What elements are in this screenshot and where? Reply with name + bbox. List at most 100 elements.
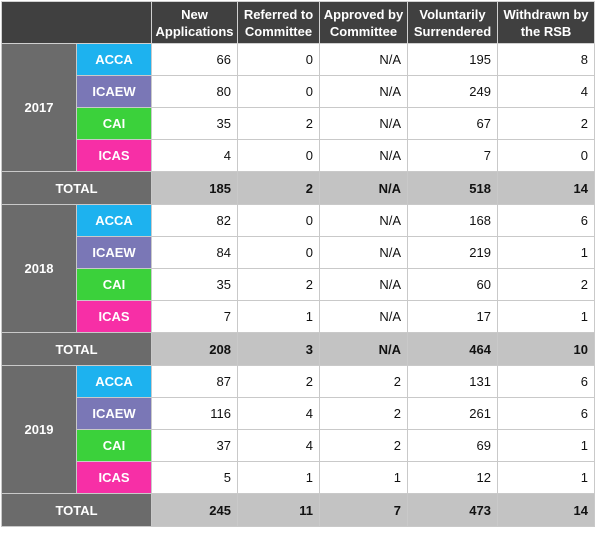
value-cell: 84 bbox=[151, 236, 238, 269]
value-cell: N/A bbox=[319, 268, 408, 301]
total-value-cell: 3 bbox=[237, 332, 320, 366]
value-cell: 4 bbox=[237, 429, 320, 462]
value-cell: 168 bbox=[407, 204, 498, 237]
value-cell: 0 bbox=[237, 236, 320, 269]
value-cell: 6 bbox=[497, 204, 595, 237]
table-row: ICAS 7 1 N/A 17 1 bbox=[2, 300, 595, 333]
total-row: TOTAL 245 11 7 473 14 bbox=[1, 493, 595, 527]
total-value-cell: 464 bbox=[407, 332, 498, 366]
year-label: 2019 bbox=[1, 365, 77, 494]
org-label-acca: ACCA bbox=[76, 204, 152, 237]
value-cell: 67 bbox=[407, 107, 498, 140]
year-label: 2017 bbox=[1, 43, 77, 172]
value-cell: 12 bbox=[407, 461, 498, 494]
table-row: 2018 ACCA 82 0 N/A 168 6 bbox=[1, 204, 595, 333]
value-cell: 82 bbox=[151, 204, 238, 237]
value-cell: 80 bbox=[151, 75, 238, 108]
total-value-cell: 518 bbox=[407, 171, 498, 205]
header-approved-by-committee: Approved by Committee bbox=[319, 1, 408, 44]
total-value-cell: 11 bbox=[237, 493, 320, 527]
value-cell: N/A bbox=[319, 75, 408, 108]
total-value-cell: 185 bbox=[151, 171, 238, 205]
value-cell: 1 bbox=[237, 300, 320, 333]
year-label: 2018 bbox=[1, 204, 77, 333]
org-label-icas: ICAS bbox=[76, 139, 152, 172]
value-cell: 116 bbox=[151, 397, 238, 430]
total-label: TOTAL bbox=[1, 493, 152, 527]
value-cell: 1 bbox=[497, 236, 595, 269]
value-cell: 4 bbox=[151, 139, 238, 172]
table-row: ICAEW 84 0 N/A 219 1 bbox=[2, 236, 595, 269]
table-row: ICAEW 80 0 N/A 249 4 bbox=[2, 75, 595, 108]
org-label-cai: CAI bbox=[76, 429, 152, 462]
total-label: TOTAL bbox=[1, 171, 152, 205]
value-cell: 219 bbox=[407, 236, 498, 269]
value-cell: 2 bbox=[497, 107, 595, 140]
org-label-icas: ICAS bbox=[76, 461, 152, 494]
value-cell: 5 bbox=[151, 461, 238, 494]
value-cell: 1 bbox=[497, 429, 595, 462]
header-row: New Applications Referred to Committee A… bbox=[1, 1, 595, 44]
value-cell: 4 bbox=[497, 75, 595, 108]
total-value-cell: 245 bbox=[151, 493, 238, 527]
org-label-icaew: ICAEW bbox=[76, 236, 152, 269]
value-cell: 2 bbox=[319, 397, 408, 430]
org-label-icas: ICAS bbox=[76, 300, 152, 333]
total-value-cell: N/A bbox=[319, 171, 408, 205]
total-value-cell: N/A bbox=[319, 332, 408, 366]
total-value-cell: 2 bbox=[237, 171, 320, 205]
org-label-cai: CAI bbox=[76, 107, 152, 140]
table-row: 2017 ACCA 66 0 N/A 195 8 bbox=[1, 43, 595, 172]
statistics-table: New Applications Referred to Committee A… bbox=[1, 1, 595, 527]
total-value-cell: 14 bbox=[497, 493, 595, 527]
total-value-cell: 10 bbox=[497, 332, 595, 366]
value-cell: 1 bbox=[497, 300, 595, 333]
total-row: TOTAL 208 3 N/A 464 10 bbox=[1, 332, 595, 366]
org-label-acca: ACCA bbox=[76, 365, 152, 398]
value-cell: 66 bbox=[151, 43, 238, 76]
value-cell: 2 bbox=[319, 429, 408, 462]
org-label-icaew: ICAEW bbox=[76, 75, 152, 108]
total-label: TOTAL bbox=[1, 332, 152, 366]
value-cell: 131 bbox=[407, 365, 498, 398]
value-cell: 35 bbox=[151, 268, 238, 301]
header-referred-to-committee: Referred to Committee bbox=[237, 1, 320, 44]
total-value-cell: 7 bbox=[319, 493, 408, 527]
table-row: 2019 ACCA 87 2 2 131 6 bbox=[1, 365, 595, 494]
value-cell: 261 bbox=[407, 397, 498, 430]
header-withdrawn-by-rsb: Withdrawn by the RSB bbox=[497, 1, 595, 44]
value-cell: 2 bbox=[237, 268, 320, 301]
table-row: CAI 37 4 2 69 1 bbox=[2, 429, 595, 462]
table-body: 2017 ACCA 66 0 N/A 195 8 ICAEW 80 0 N/A 249 4 CAI 35 2 N… bbox=[1, 43, 595, 527]
total-value-cell: 473 bbox=[407, 493, 498, 527]
value-cell: N/A bbox=[319, 107, 408, 140]
table-row: CAI 35 2 N/A 67 2 bbox=[2, 107, 595, 140]
value-cell: N/A bbox=[319, 300, 408, 333]
value-cell: 35 bbox=[151, 107, 238, 140]
value-cell: 2 bbox=[237, 365, 320, 398]
value-cell: 1 bbox=[237, 461, 320, 494]
value-cell: N/A bbox=[319, 204, 408, 237]
total-value-cell: 14 bbox=[497, 171, 595, 205]
value-cell: 4 bbox=[237, 397, 320, 430]
table-row: ICAS 5 1 1 12 1 bbox=[2, 461, 595, 494]
value-cell: N/A bbox=[319, 43, 408, 76]
table-row: CAI 35 2 N/A 60 2 bbox=[2, 268, 595, 301]
value-cell: 87 bbox=[151, 365, 238, 398]
value-cell: 60 bbox=[407, 268, 498, 301]
value-cell: 0 bbox=[237, 139, 320, 172]
value-cell: 17 bbox=[407, 300, 498, 333]
table-row: ICAEW 116 4 2 261 6 bbox=[2, 397, 595, 430]
value-cell: 0 bbox=[237, 204, 320, 237]
value-cell: N/A bbox=[319, 236, 408, 269]
value-cell: 7 bbox=[407, 139, 498, 172]
total-row: TOTAL 185 2 N/A 518 14 bbox=[1, 171, 595, 205]
value-cell: 6 bbox=[497, 397, 595, 430]
value-cell: 6 bbox=[497, 365, 595, 398]
header-voluntarily-surrendered: Voluntarily Surrendered bbox=[407, 1, 498, 44]
value-cell: 37 bbox=[151, 429, 238, 462]
value-cell: 69 bbox=[407, 429, 498, 462]
org-label-cai: CAI bbox=[76, 268, 152, 301]
total-value-cell: 208 bbox=[151, 332, 238, 366]
value-cell: 2 bbox=[237, 107, 320, 140]
